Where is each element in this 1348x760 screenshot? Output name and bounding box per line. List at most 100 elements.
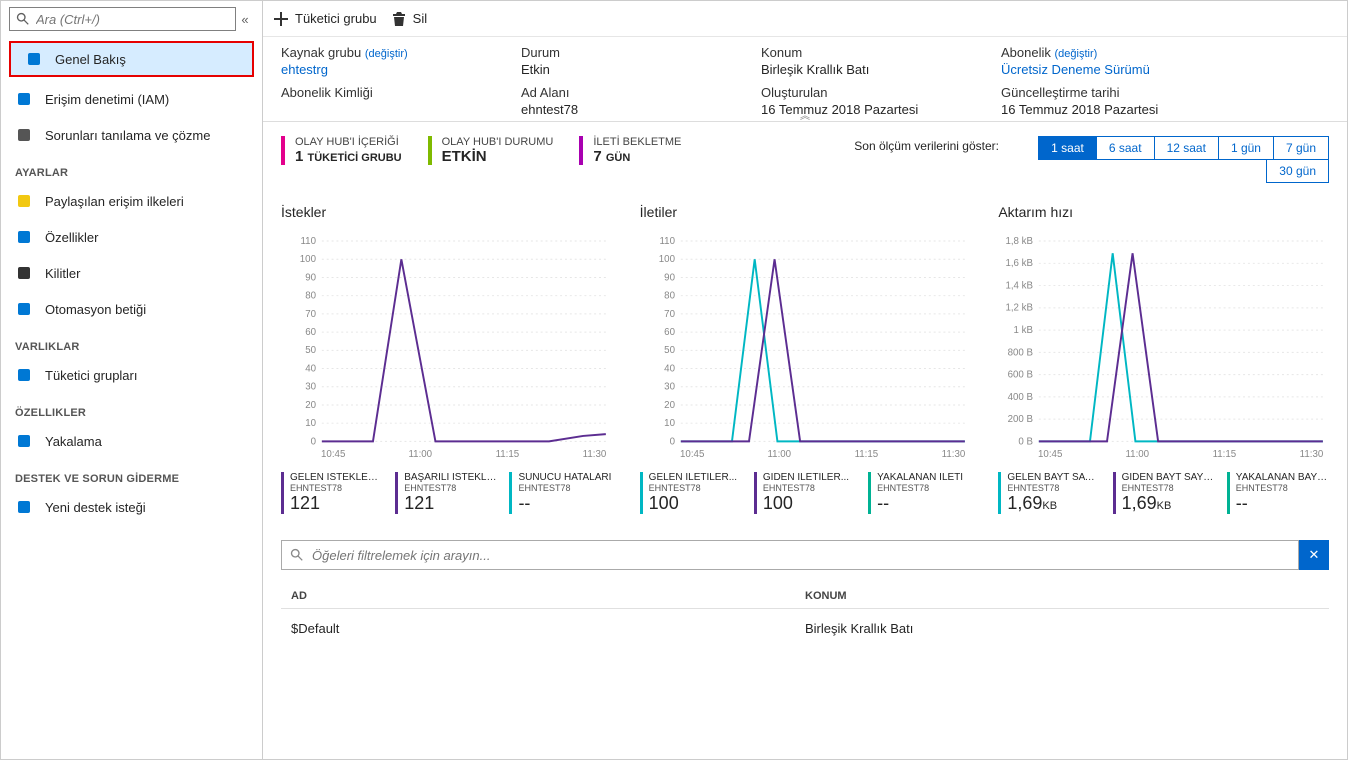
chart-plot[interactable]: 010203040506070809010011010:4511:0011:15… <box>640 234 971 464</box>
chart-i̇stekler: İstekler010203040506070809010011010:4511… <box>281 204 612 514</box>
legend-item[interactable]: YAKALANAN BAYTLAREHNTEST78-- <box>1227 472 1329 514</box>
nav-label: Sorunları tanılama ve çözme <box>45 128 210 143</box>
clear-filter-button[interactable]: ✕ <box>1299 540 1329 570</box>
consumer-groups-table: AD KONUM $DefaultBirleşik Krallık Batı <box>281 584 1329 648</box>
nav-label: Erişim denetimi (IAM) <box>45 92 169 107</box>
subscription-id-label: Abonelik Kimliği <box>281 85 481 100</box>
nav-item-yakalama[interactable]: Yakalama <box>1 423 262 459</box>
namespace-label: Ad Alanı <box>521 85 721 100</box>
nav-item-sorunlar-tan-lama-ve-zme[interactable]: Sorunları tanılama ve çözme <box>1 117 262 153</box>
svg-text:20: 20 <box>305 400 316 411</box>
svg-text:200 B: 200 B <box>1008 414 1033 425</box>
trash-icon <box>391 11 407 27</box>
subscription-label: Abonelik <box>1001 45 1051 60</box>
filter-input-box[interactable] <box>281 540 1299 570</box>
nav-icon <box>15 300 33 318</box>
nav-section-header: ÖZELLIKLER <box>1 393 262 423</box>
nav-item-t-ketici-gruplar-[interactable]: Tüketici grupları <box>1 357 262 393</box>
svg-text:0: 0 <box>669 436 675 447</box>
created-value: 16 Temmuz 2018 Pazartesi <box>761 102 961 117</box>
svg-text:0 B: 0 B <box>1019 436 1034 447</box>
legend-item[interactable]: GELEN İLETİLER...EHNTEST78100 <box>640 472 742 514</box>
table-header-name[interactable]: AD <box>291 590 805 602</box>
collapse-sidebar-button[interactable]: « <box>236 12 254 27</box>
svg-text:10:45: 10:45 <box>680 449 704 460</box>
filter-input[interactable] <box>312 548 1290 563</box>
nav-item-genel-bak-[interactable]: Genel Bakış <box>9 41 254 77</box>
legend-item[interactable]: SUNUCU HATALARIEHNTEST78-- <box>509 472 611 514</box>
cell-location: Birleşik Krallık Batı <box>805 621 1319 636</box>
svg-text:1,8 kB: 1,8 kB <box>1006 236 1034 247</box>
nav-item--zellikler[interactable]: Özellikler <box>1 219 262 255</box>
legend-item[interactable]: GİDEN BAYT SAYISI (...EHNTEST781,69KB <box>1113 472 1215 514</box>
nav-label: Otomasyon betiği <box>45 302 146 317</box>
stats-row: OLAY HUB'I İÇERİĞİ1 TÜKETİCİ GRUBU OLAY H… <box>281 136 1329 182</box>
sidebar-search-input[interactable] <box>36 12 229 27</box>
nav-icon <box>15 192 33 210</box>
time-button-12-saat[interactable]: 12 saat <box>1154 136 1219 160</box>
subscription-link[interactable]: Ücretsiz Deneme Sürümü <box>1001 62 1201 77</box>
svg-text:110: 110 <box>659 236 675 247</box>
svg-text:11:00: 11:00 <box>767 449 791 460</box>
nav-item-otomasyon-beti-i[interactable]: Otomasyon betiği <box>1 291 262 327</box>
location-label: Konum <box>761 45 961 60</box>
status-value: Etkin <box>521 62 721 77</box>
namespace-value: ehntest78 <box>521 102 721 117</box>
nav-label: Özellikler <box>45 230 98 245</box>
add-consumer-group-button[interactable]: Tüketici grubu <box>273 11 377 27</box>
delete-button[interactable]: Sil <box>391 11 427 27</box>
time-button-1-gün[interactable]: 1 gün <box>1218 136 1274 160</box>
change-resource-group-link[interactable]: (değiştir) <box>365 48 408 60</box>
nav-label: Yeni destek isteği <box>45 500 146 515</box>
essentials-collapse-handle[interactable]: ︽ <box>800 107 810 122</box>
svg-text:600 B: 600 B <box>1008 370 1033 381</box>
stat-block: OLAY HUB'I İÇERİĞİ1 TÜKETİCİ GRUBU <box>281 136 428 165</box>
stat-value: 1 TÜKETİCİ GRUBU <box>295 148 402 165</box>
svg-text:50: 50 <box>664 345 675 356</box>
svg-text:40: 40 <box>664 363 675 374</box>
nav-item-eri-im-denetimi-iam-[interactable]: Erişim denetimi (IAM) <box>1 81 262 117</box>
legend-item[interactable]: YAKALANAN İLETİEHNTEST78-- <box>868 472 970 514</box>
legend-item[interactable]: BAŞARILI İSTEKLEREHNTEST78121 <box>395 472 497 514</box>
location-value: Birleşik Krallık Batı <box>761 62 961 77</box>
table-row[interactable]: $DefaultBirleşik Krallık Batı <box>281 609 1329 648</box>
svg-text:800 B: 800 B <box>1008 347 1033 358</box>
stat-value: 7 GÜN <box>593 148 681 165</box>
change-subscription-link[interactable]: (değiştir) <box>1055 48 1098 60</box>
time-filter-label: Son ölçüm verilerini göster: <box>854 139 999 153</box>
nav-label: Paylaşılan erişim ilkeleri <box>45 194 184 209</box>
stat-title: OLAY HUB'I DURUMU <box>442 136 554 148</box>
created-label: Oluşturulan <box>761 85 961 100</box>
nav-item-kilitler[interactable]: Kilitler <box>1 255 262 291</box>
chart-plot[interactable]: 010203040506070809010011010:4511:0011:15… <box>281 234 612 464</box>
legend-item[interactable]: GELEN BAYT SAYISI (...EHNTEST781,69KB <box>998 472 1100 514</box>
sidebar-search[interactable] <box>9 7 236 31</box>
stat-block: İLETİ BEKLETME7 GÜN <box>579 136 707 165</box>
svg-text:11:15: 11:15 <box>1213 449 1237 460</box>
svg-text:80: 80 <box>305 291 316 302</box>
svg-text:0: 0 <box>311 436 317 447</box>
resource-group-label: Kaynak grubu <box>281 45 361 60</box>
nav-icon <box>15 90 33 108</box>
time-button-6-saat[interactable]: 6 saat <box>1096 136 1155 160</box>
time-button-30-gün[interactable]: 30 gün <box>1266 159 1329 183</box>
svg-text:11:00: 11:00 <box>408 449 432 460</box>
nav-label: Yakalama <box>45 434 102 449</box>
resource-group-link[interactable]: ehtestrg <box>281 62 481 77</box>
svg-text:1,2 kB: 1,2 kB <box>1006 303 1034 314</box>
time-button-1-saat[interactable]: 1 saat <box>1038 136 1097 160</box>
plus-icon <box>273 11 289 27</box>
time-button-7-gün[interactable]: 7 gün <box>1273 136 1329 160</box>
chart-plot[interactable]: 0 B200 B400 B600 B800 B1 kB1,2 kB1,4 kB1… <box>998 234 1329 464</box>
nav-icon <box>15 498 33 516</box>
essentials-panel: Kaynak grubu (değiştir) ehtestrg Aboneli… <box>263 37 1347 122</box>
svg-text:10: 10 <box>664 418 675 429</box>
legend-item[interactable]: GELEN İSTEKLER...EHNTEST78121 <box>281 472 383 514</box>
nav-item-payla-lan-eri-im-ilkeleri[interactable]: Paylaşılan erişim ilkeleri <box>1 183 262 219</box>
legend-item[interactable]: GİDEN İLETİLER...EHNTEST78100 <box>754 472 856 514</box>
nav-icon <box>15 264 33 282</box>
nav-item-yeni-destek-iste-i[interactable]: Yeni destek isteği <box>1 489 262 525</box>
table-header-location[interactable]: KONUM <box>805 590 1319 602</box>
status-label: Durum <box>521 45 721 60</box>
svg-text:50: 50 <box>305 345 316 356</box>
